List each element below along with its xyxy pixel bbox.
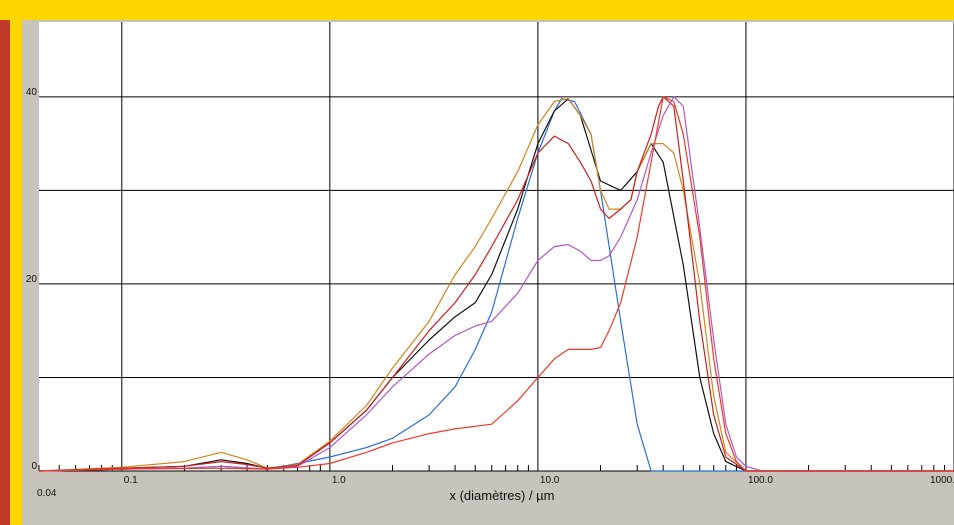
series-lines bbox=[38, 96, 954, 472]
series-line bbox=[38, 96, 954, 472]
plot-area bbox=[39, 22, 954, 471]
x-tick-label: 0.1 bbox=[124, 475, 138, 486]
y-tick-label: 0 bbox=[31, 461, 37, 472]
particle-size-distribution-chart: 0.04 0.1 1.0 10.0 100.0 1000. 0 20 40 x (diamèt… bbox=[26, 22, 954, 503]
y-tick-label: 20 bbox=[26, 274, 38, 285]
x-tick-labels: 0.04 0.1 1.0 10.0 100.0 1000. bbox=[37, 475, 954, 499]
x-tick-label: 1000. bbox=[930, 475, 954, 486]
y-tick-label: 40 bbox=[26, 87, 38, 98]
y-tick-labels: 0 20 40 bbox=[26, 87, 38, 472]
left-accent-strip bbox=[0, 0, 10, 525]
series-line bbox=[38, 96, 954, 472]
x-tick-label: 100.0 bbox=[748, 475, 773, 486]
top-accent-strip bbox=[0, 0, 954, 20]
series-line bbox=[38, 96, 954, 472]
x-tick-label: 0.04 bbox=[37, 488, 57, 499]
x-tick-label: 10.0 bbox=[540, 475, 560, 486]
chart-frame: 0.04 0.1 1.0 10.0 100.0 1000. 0 20 40 x (diamèt… bbox=[22, 20, 954, 525]
x-axis-title: x (diamètres) / µm bbox=[449, 488, 554, 503]
x-tick-label: 1.0 bbox=[332, 475, 346, 486]
